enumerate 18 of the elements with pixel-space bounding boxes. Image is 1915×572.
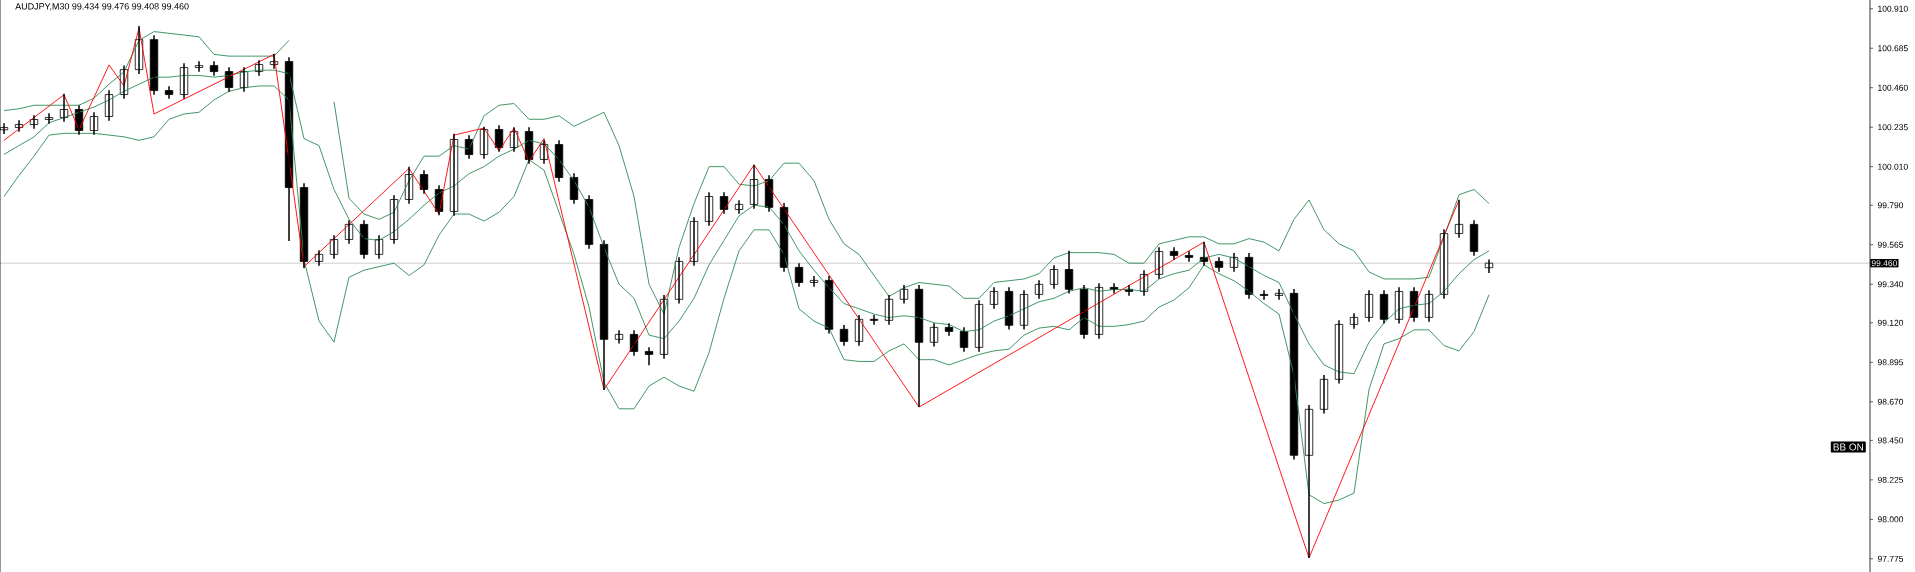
- chart-title: AUDJPY,M30 99.434 99.476 99.408 99.460: [15, 3, 189, 11]
- y-tick-label: 100.460: [1878, 84, 1908, 91]
- ref-line-label: 99.460: [1871, 260, 1897, 267]
- y-tick-label: 98.450: [1877, 437, 1904, 444]
- text: BB ON: [1833, 443, 1863, 451]
- y-tick-label: 100.685: [1878, 45, 1908, 52]
- y-tick-label: 97.775: [1877, 555, 1904, 562]
- y-tick-label: 99.340: [1877, 281, 1904, 288]
- y-tick-label: 100.910: [1878, 5, 1908, 12]
- y-tick-label: 99.790: [1877, 202, 1904, 209]
- y-tick-label: 98.000: [1877, 516, 1904, 523]
- y-tick-label: 100.235: [1878, 124, 1908, 131]
- y-tick-label: 99.120: [1877, 319, 1904, 326]
- y-tick-label: 98.670: [1877, 398, 1904, 405]
- y-tick-label: 99.565: [1877, 241, 1904, 248]
- y-tick-label: 98.225: [1877, 476, 1904, 483]
- y-tick-label: 100.010: [1878, 163, 1908, 170]
- y-tick-label: 98.895: [1877, 359, 1904, 366]
